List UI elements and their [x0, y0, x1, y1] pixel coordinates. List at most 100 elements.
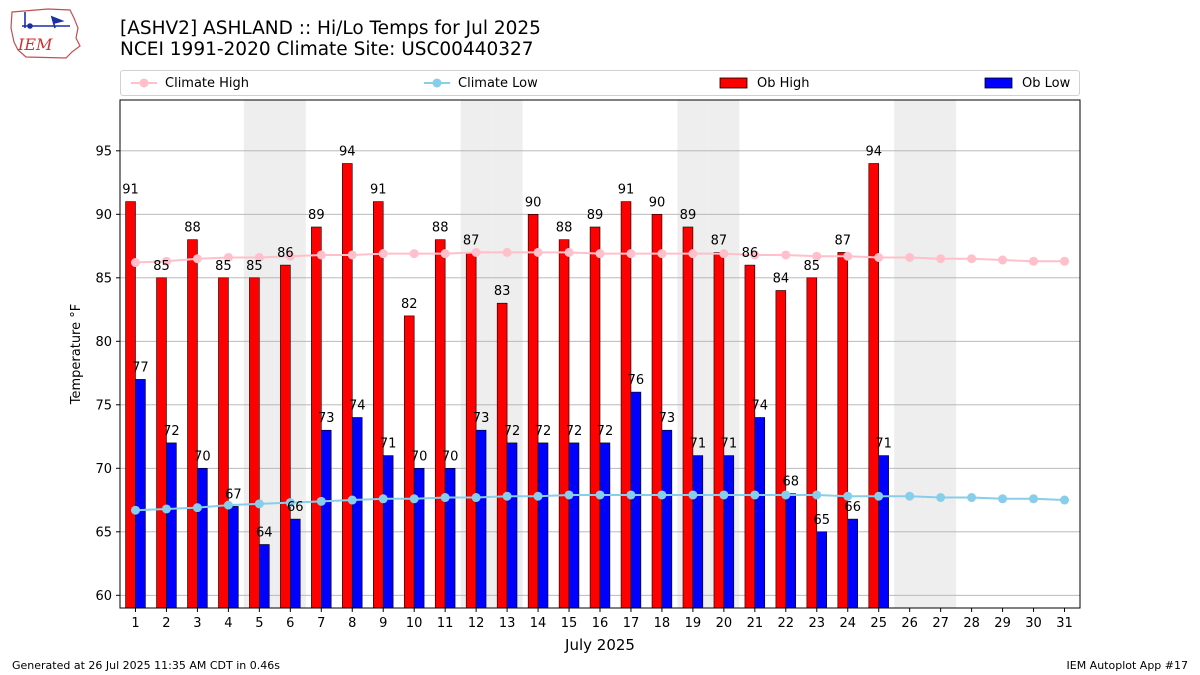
climate-low-point-day-14 [533, 491, 543, 501]
ob-low-bar-day-22 [785, 493, 797, 609]
footer-generated: Generated at 26 Jul 2025 11:35 AM CDT in… [12, 659, 280, 672]
ob-low-bar-day-10 [413, 467, 425, 609]
ob-low-label-day-23: 65 [813, 513, 830, 528]
climate-high-point-day-7 [316, 250, 326, 260]
ob-high-label-day-14: 90 [525, 195, 542, 210]
ob-low-label-day-19: 71 [690, 437, 707, 452]
climate-low-point-day-21 [750, 490, 760, 500]
bars [125, 163, 889, 609]
ob-high-bar-day-25 [868, 163, 880, 609]
ob-high-label-day-24: 87 [835, 233, 852, 248]
legend-ob-high: Ob High [719, 71, 810, 95]
ob-high-label-day-8: 94 [339, 145, 356, 160]
ob-low-bar-day-7 [320, 429, 332, 609]
x-tick-label-30: 30 [1025, 616, 1042, 631]
x-tick-label-7: 7 [317, 616, 325, 631]
x-tick-label-6: 6 [286, 616, 294, 631]
ob-low-bar-day-2 [166, 442, 177, 609]
x-tick-label-9: 9 [379, 616, 387, 631]
y-tick-label-85: 85 [95, 271, 112, 286]
ob-high-label-day-17: 91 [618, 183, 635, 198]
ob-high-label-day-23: 85 [804, 259, 821, 274]
ob-high-bar-day-8 [342, 163, 353, 609]
climate-high-point-day-5 [254, 252, 264, 262]
climate-high-point-day-29 [998, 255, 1008, 265]
legend: Climate High Climate Low Ob High Ob Low [120, 70, 1080, 96]
legend-ob-high-label: Ob High [757, 75, 810, 91]
y-tick-label-65: 65 [95, 525, 112, 540]
ob-low-bar-day-23 [816, 531, 827, 609]
ob-low-bar-day-1 [135, 379, 146, 609]
ob-high-label-day-22: 84 [773, 272, 790, 287]
ob-high-label-day-1: 91 [122, 183, 139, 198]
ob-high-label-day-2: 85 [153, 259, 170, 274]
x-tick-label-31: 31 [1056, 616, 1073, 631]
x-tick-label-27: 27 [932, 616, 949, 631]
ob-low-label-day-9: 71 [380, 437, 397, 452]
climate-high-point-day-3 [192, 254, 202, 264]
weekend-shade-day-27 [925, 100, 957, 608]
ob-high-label-day-12: 87 [463, 233, 480, 248]
ob-low-label-day-20: 71 [721, 437, 738, 452]
climate-high-point-day-27 [936, 254, 946, 264]
climate-high-point-day-8 [347, 250, 357, 260]
ob-low-label-day-1: 77 [132, 360, 149, 375]
y-tick-label-60: 60 [95, 589, 112, 604]
x-tick-label-25: 25 [870, 616, 887, 631]
climate-low-point-day-5 [254, 499, 264, 509]
climate-high-point-day-19 [688, 249, 698, 259]
ob-low-label-day-7: 73 [318, 411, 335, 426]
ob-high-label-day-6: 86 [277, 246, 294, 261]
legend-climate-high-label: Climate High [165, 75, 250, 91]
ob-low-bar-day-13 [506, 442, 518, 609]
climate-low-point-day-4 [223, 500, 233, 510]
climate-low-point-day-13 [502, 491, 512, 501]
ob-low-bar-day-19 [692, 455, 704, 609]
x-tick-label-23: 23 [809, 616, 826, 631]
ob-low-label-day-4: 67 [225, 487, 242, 502]
ob-low-label-day-14: 72 [535, 424, 552, 439]
climate-low-point-day-29 [998, 494, 1008, 504]
x-tick-label-19: 19 [685, 616, 702, 631]
ob-low-bar-day-21 [754, 417, 766, 609]
ob-high-bar-day-3 [187, 239, 198, 609]
climate-low-point-day-27 [936, 493, 946, 503]
climate-high-point-day-25 [874, 252, 884, 262]
x-tick-label-14: 14 [530, 616, 547, 631]
climate-high-point-day-6 [285, 251, 295, 261]
ob-high-bar-day-11 [434, 239, 446, 609]
x-tick-label-1: 1 [131, 616, 139, 631]
climate-high-point-day-31 [1060, 256, 1070, 266]
ob-low-label-day-17: 76 [628, 373, 645, 388]
ob-high-bar-day-9 [373, 201, 384, 609]
ob-high-bar-day-16 [589, 226, 601, 609]
x-tick-label-28: 28 [963, 616, 980, 631]
x-tick-label-5: 5 [255, 616, 263, 631]
climate-high-point-day-13 [502, 247, 512, 257]
ob-low-bar-day-25 [878, 455, 889, 609]
ob-low-bar-day-12 [475, 429, 487, 609]
ob-high-label-day-20: 87 [711, 233, 728, 248]
ob-high-label-day-21: 86 [742, 246, 759, 261]
ob-low-label-day-16: 72 [597, 424, 614, 439]
climate-high-point-day-20 [719, 249, 729, 259]
legend-ob-high-swatch [719, 77, 748, 89]
ob-low-bar-day-6 [290, 518, 301, 609]
ob-low-label-day-10: 70 [411, 449, 428, 464]
legend-climate-low: Climate Low [424, 71, 538, 95]
ob-low-bar-day-5 [259, 544, 270, 609]
ob-high-label-day-25: 94 [865, 145, 882, 160]
ob-high-label-day-9: 91 [370, 183, 387, 198]
legend-climate-low-marker [424, 78, 450, 88]
climate-low-point-day-16 [595, 490, 605, 500]
chart-title: [ASHV2] ASHLAND :: Hi/Lo Temps for Jul 2… [120, 18, 541, 60]
climate-low-point-day-31 [1060, 495, 1070, 505]
ob-high-bar-day-21 [744, 264, 756, 609]
ob-high-label-day-10: 82 [401, 297, 418, 312]
ob-high-bar-day-19 [682, 226, 694, 609]
ob-high-label-day-5: 85 [246, 259, 263, 274]
legend-ob-low-label: Ob Low [1022, 75, 1071, 91]
ob-low-bar-day-8 [351, 417, 363, 609]
climate-low-point-day-12 [471, 493, 481, 503]
x-axis-label: July 2025 [564, 636, 635, 654]
